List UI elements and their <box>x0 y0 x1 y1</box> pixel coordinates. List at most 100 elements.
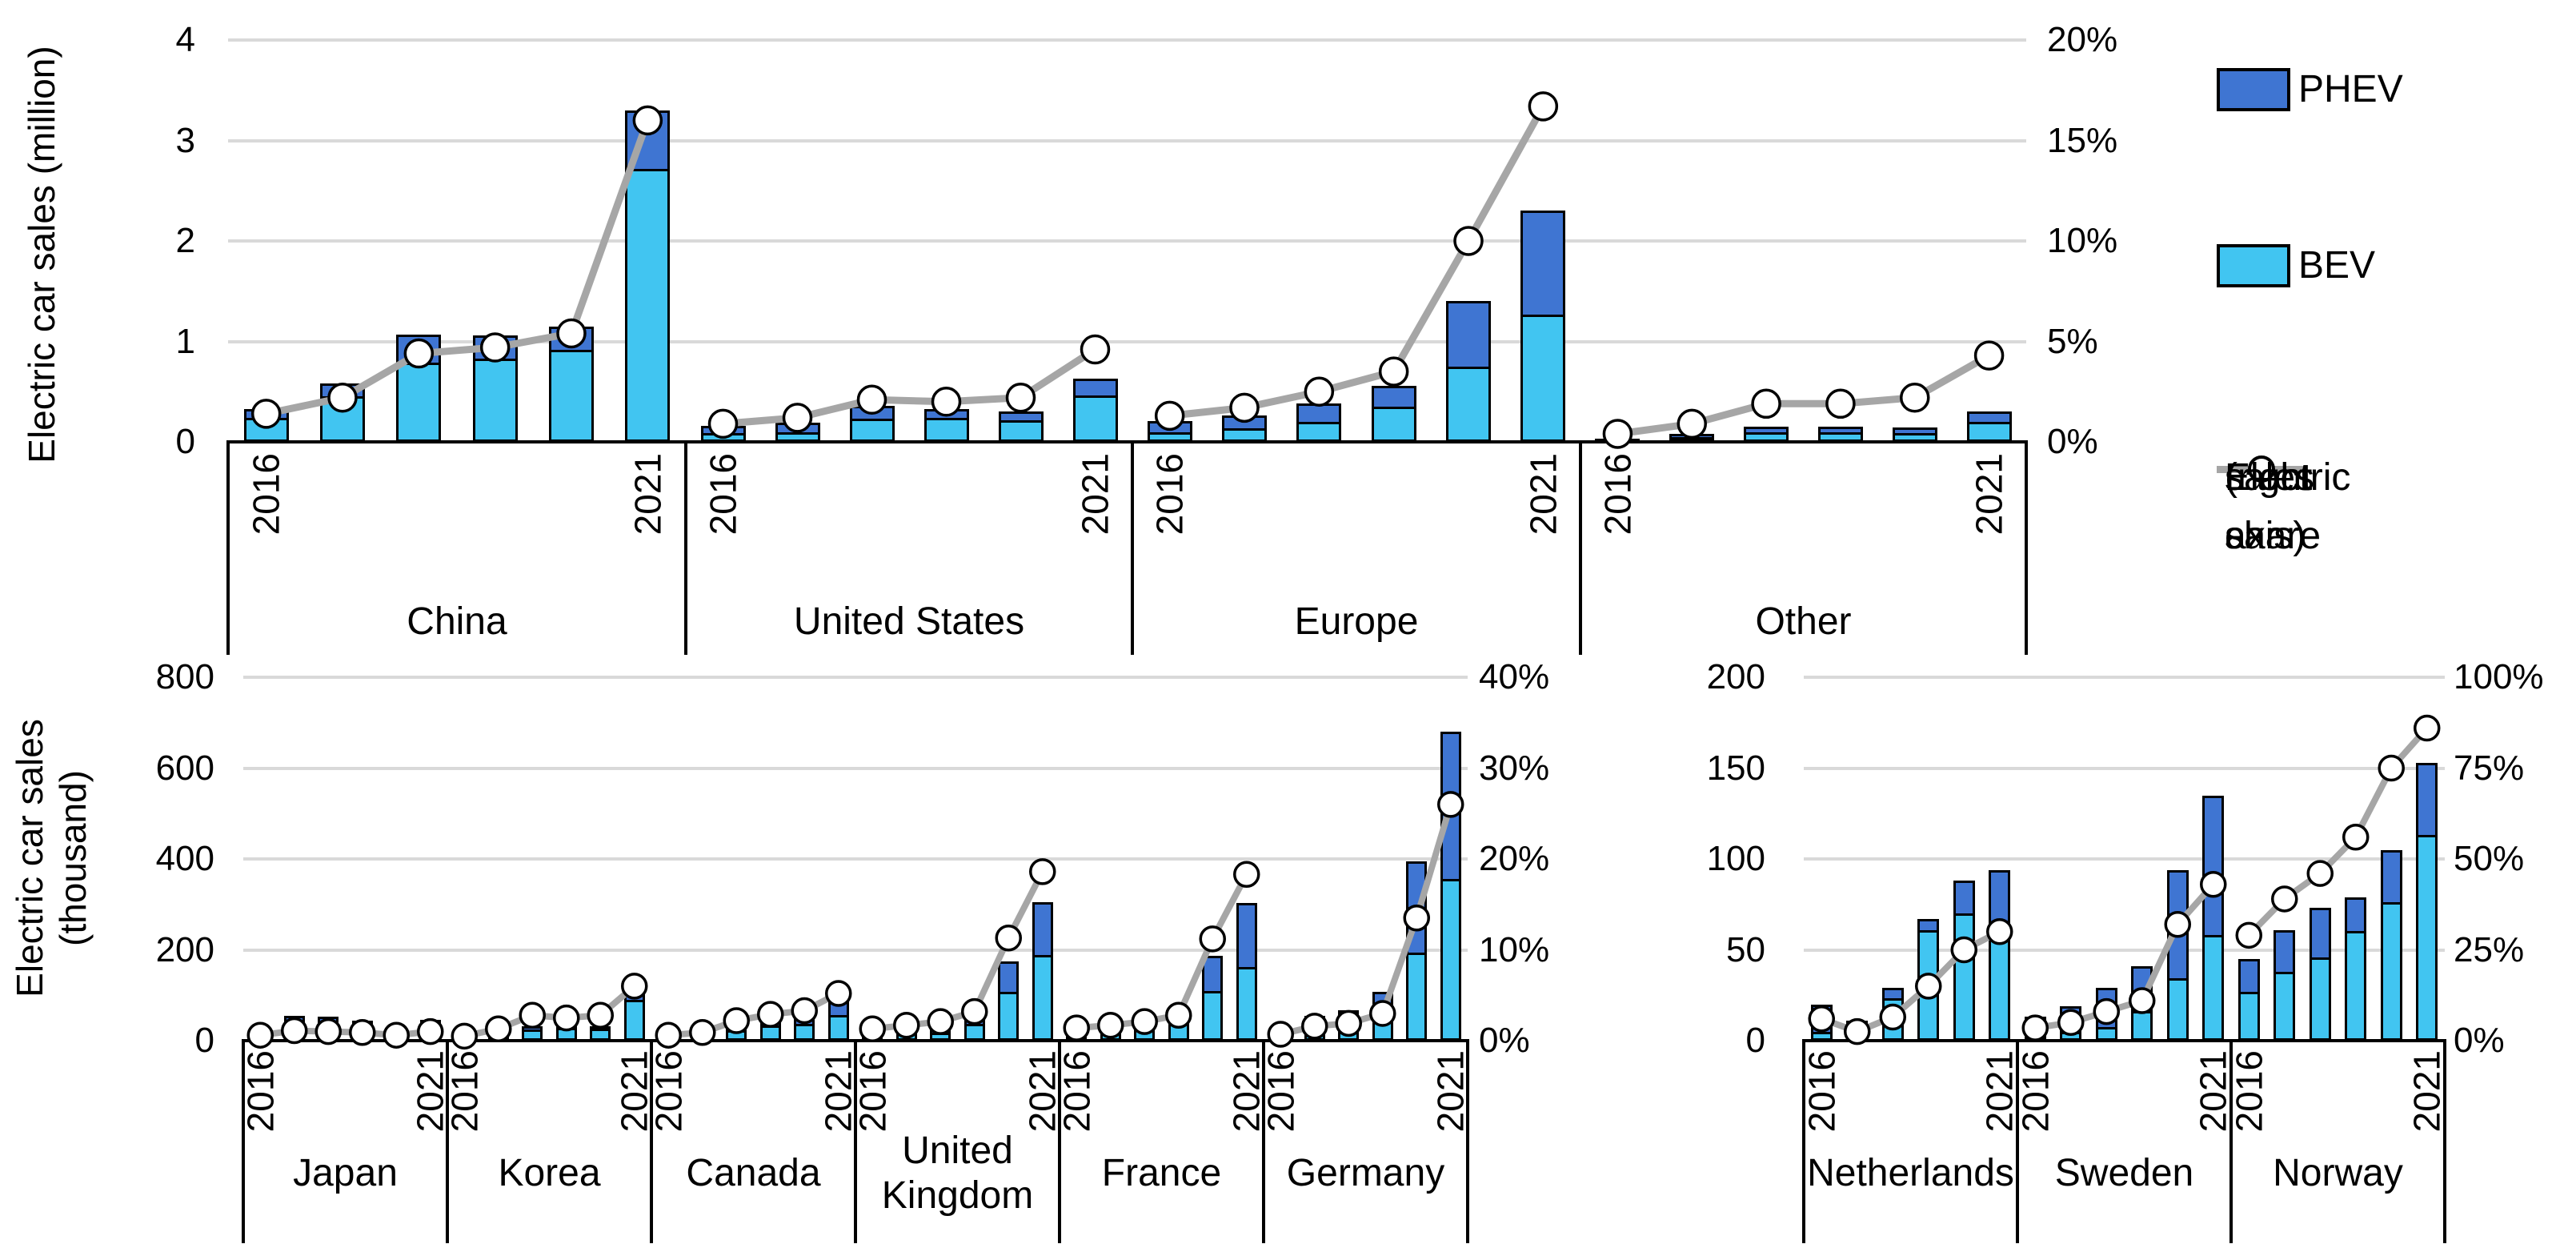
year-label-text: 2016 <box>443 1050 486 1133</box>
bar <box>895 1021 917 1041</box>
bar <box>658 1035 679 1041</box>
group-label: Norway <box>2231 1151 2445 1196</box>
bar-segment-phev <box>2133 968 2151 1011</box>
share-marker <box>1973 340 2005 371</box>
left-axis-tick: 3 <box>175 120 195 160</box>
bar <box>318 1017 339 1041</box>
bar <box>283 1016 305 1041</box>
left-axis-tick: 800 <box>155 657 214 696</box>
bar-segment-phev <box>246 411 286 419</box>
year-label-text: 2016 <box>239 1050 282 1133</box>
bar-segment-bev <box>2311 957 2329 1038</box>
share-marker <box>1233 861 1260 889</box>
bar-segment-phev <box>354 1023 371 1031</box>
bar <box>522 1025 543 1041</box>
share-marker <box>1029 858 1056 885</box>
bar-segment-phev <box>399 336 439 363</box>
bar <box>2380 849 2402 1041</box>
bar <box>1881 988 1904 1041</box>
bar-segment-bev <box>1442 879 1459 1038</box>
left-axis-tick: 200 <box>155 929 214 969</box>
bar <box>2274 929 2296 1041</box>
share-marker <box>2271 885 2298 913</box>
bar-segment-bev <box>1204 990 1221 1038</box>
group-label-line: Japan <box>293 1152 398 1194</box>
bar <box>320 383 365 442</box>
x-axis-baseline <box>228 440 2026 443</box>
year-label-text: 2016 <box>245 453 287 536</box>
share-line-sample-icon <box>2217 455 2306 483</box>
bar <box>1440 731 1461 1041</box>
y-axis-title: Electric car sales (million) <box>20 0 63 535</box>
left-axis-tick: 200 <box>1706 657 1765 696</box>
y-axis-title-line: (thousand) <box>52 770 94 946</box>
bar-segment-bev <box>864 1034 881 1038</box>
bar <box>250 1029 271 1041</box>
group-label: Korea <box>447 1151 651 1196</box>
bar-segment-phev <box>2240 961 2258 993</box>
group-label: Other <box>1580 600 2026 644</box>
bar-segment-phev <box>1442 733 1459 880</box>
bar-segment-bev <box>1813 1032 1830 1038</box>
right-axis-tick: 100% <box>2454 657 2544 696</box>
gridline <box>243 948 1468 952</box>
left-axis-tick: 100 <box>1706 839 1765 878</box>
group-label-line: Norway <box>2273 1152 2403 1194</box>
right-axis-tick: 20% <box>1479 839 1550 878</box>
right-axis-tick: 0% <box>2454 1021 2505 1060</box>
left-axis-tick: 2 <box>175 221 195 260</box>
gridline <box>243 766 1468 770</box>
bar-segment-bev <box>286 1031 302 1038</box>
gridline <box>1804 857 2445 861</box>
share-marker <box>587 1001 614 1029</box>
bar <box>2345 897 2367 1041</box>
bar <box>827 1001 849 1041</box>
bar-segment-bev <box>1920 929 1937 1038</box>
group-label-line: Sweden <box>2054 1152 2194 1194</box>
bar <box>590 1025 611 1041</box>
panel-separator <box>1466 1039 1469 1243</box>
bar-segment-bev <box>1884 998 1901 1038</box>
year-label-text: 2021 <box>1074 453 1116 536</box>
bar-segment-phev <box>320 1019 337 1029</box>
bar <box>963 1007 985 1041</box>
right-axis-tick: 10% <box>1479 929 1550 969</box>
year-label-text: 2016 <box>851 1050 894 1133</box>
right-axis-tick: 40% <box>1479 657 1550 696</box>
bar-segment-phev <box>966 1009 983 1024</box>
bar <box>775 423 820 442</box>
bar-segment-bev <box>1170 1021 1187 1038</box>
bar <box>998 961 1020 1041</box>
group-label: Europe <box>1132 600 1580 644</box>
share-marker <box>2306 860 2334 887</box>
bar <box>1147 420 1192 442</box>
bar-segment-bev <box>627 169 668 439</box>
panel-separator <box>650 1039 653 1243</box>
left-axis-tick: 0 <box>175 422 195 461</box>
share-marker <box>1304 376 1335 407</box>
bev-label: BEV <box>2298 244 2376 287</box>
panel-separator <box>226 440 230 655</box>
gridline <box>243 676 1468 679</box>
group-label: Sweden <box>2017 1151 2231 1196</box>
bar-segment-phev <box>2062 1008 2080 1033</box>
left-axis-tick: 400 <box>155 839 214 878</box>
gridline <box>228 239 2026 243</box>
bar-segment-bev <box>1034 954 1051 1038</box>
share-marker <box>1528 91 1559 122</box>
left-axis-tick: 0 <box>1745 1021 1765 1060</box>
bar-segment-phev <box>627 112 668 170</box>
panel-separator <box>1802 1039 1805 1243</box>
bar-segment-phev <box>1373 387 1414 407</box>
y-axis-title-line: Electric car sales <box>9 719 50 997</box>
bar <box>549 326 594 442</box>
bar-segment-phev <box>1204 958 1221 991</box>
share-marker <box>1199 925 1226 953</box>
bar-segment-bev <box>1136 1027 1153 1038</box>
bar-segment-phev <box>1170 1015 1187 1022</box>
bar <box>923 408 969 442</box>
bar-segment-bev <box>2205 934 2222 1038</box>
bar-segment-phev <box>1955 883 1973 913</box>
bar <box>1222 415 1267 442</box>
right-axis-tick: 10% <box>2047 221 2118 260</box>
